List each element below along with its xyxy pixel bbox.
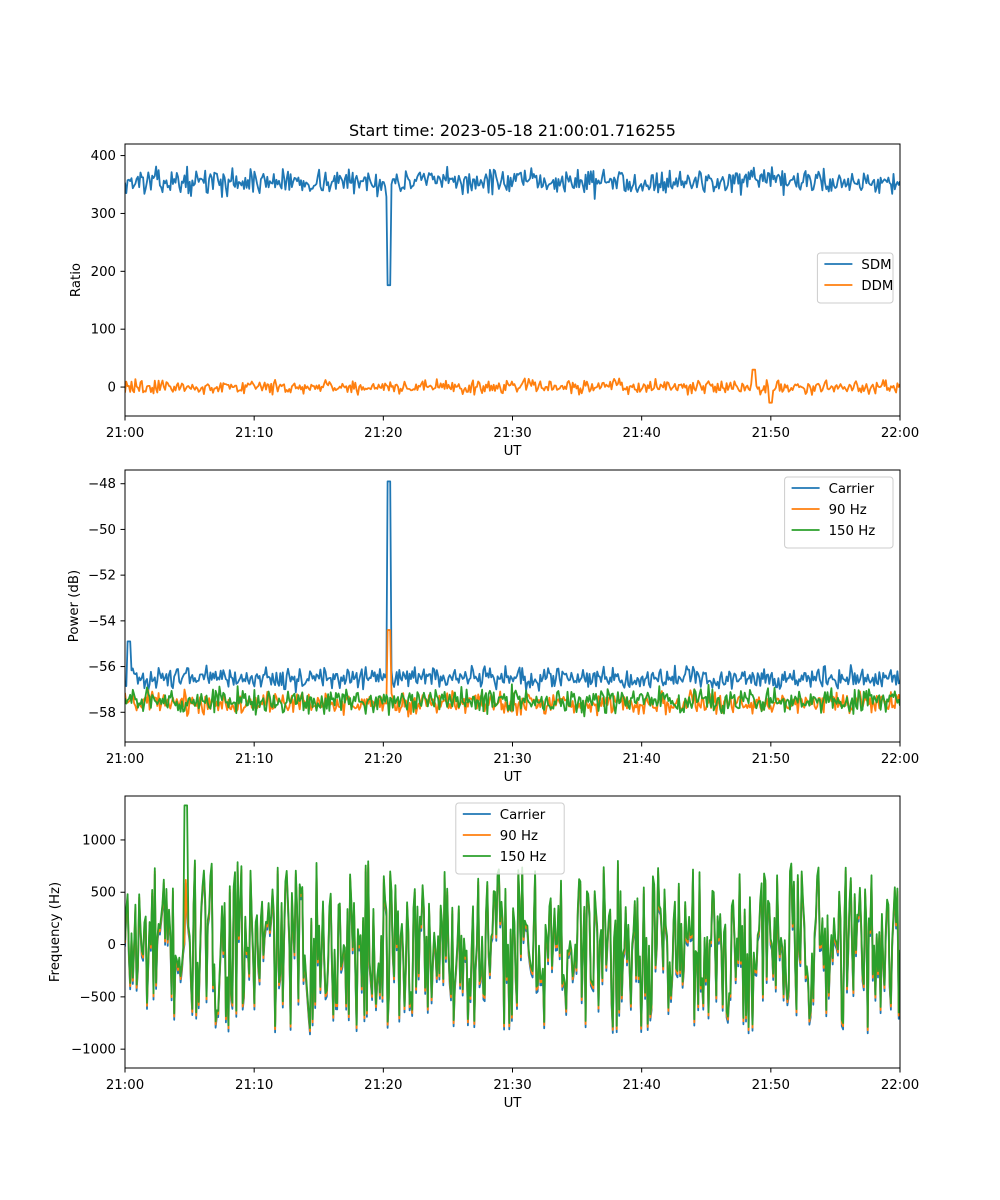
y-tick-label: 0	[108, 938, 116, 953]
legend-label: 90 Hz	[829, 503, 867, 518]
x-tick-label: 21:30	[493, 426, 531, 441]
x-tick-label: 21:40	[623, 752, 661, 767]
x-tick-label: 21:50	[752, 1078, 790, 1093]
y-tick-label: −58	[88, 706, 116, 721]
x-tick-label: 21:20	[364, 426, 402, 441]
subplots: 21:00 21:10 21:20 21:30 21:40 21:50 22:00 0 100 2…	[48, 143, 919, 1111]
y-tick-label: 500	[91, 886, 116, 901]
x-tick-label: 22:00	[881, 752, 919, 767]
subplot-2: 21:00 21:10 21:20 21:30 21:40 21:50 22:00 −58 −5…	[67, 469, 919, 785]
y-tick-label: −52	[88, 569, 116, 584]
x-tick-label: 21:00	[106, 1078, 144, 1093]
y-tick-label: 400	[91, 149, 116, 164]
legend-box	[816, 252, 894, 304]
x-tick-label: 21:10	[235, 752, 273, 767]
x-axis-label: UT	[504, 1096, 523, 1111]
y-tick-label: −56	[88, 660, 116, 675]
series-group	[125, 480, 900, 718]
legend: Carrier 90 Hz 150 Hz	[784, 476, 894, 549]
legend: SDM DDM	[816, 252, 894, 304]
y-tick-label: 200	[91, 265, 116, 280]
y-tick-label: −48	[88, 477, 116, 492]
x-tick-label: 21:30	[493, 1078, 531, 1093]
x-tick-label: 22:00	[881, 1078, 919, 1093]
y-tick-label: 100	[91, 323, 116, 338]
x-tick-label: 21:40	[623, 1078, 661, 1093]
y-tick-label: −500	[79, 990, 116, 1005]
y-tick-label: −1000	[71, 1043, 116, 1058]
legend-label: Carrier	[829, 482, 875, 497]
x-tick-label: 21:20	[364, 752, 402, 767]
legend: Carrier 90 Hz 150 Hz	[455, 802, 565, 875]
x-tick-label: 21:30	[493, 752, 531, 767]
x-tick-label: 21:20	[364, 1078, 402, 1093]
legend-label: SDM	[861, 258, 891, 273]
y-tick-label: 1000	[82, 833, 116, 848]
y-tick-label: −50	[88, 523, 116, 538]
x-tick-label: 21:50	[752, 752, 790, 767]
legend-label: 90 Hz	[500, 829, 538, 844]
x-tick-label: 21:00	[106, 752, 144, 767]
series-group	[125, 804, 900, 1036]
y-axis-label: Ratio	[69, 263, 84, 297]
legend-label: DDM	[861, 279, 893, 294]
x-tick-label: 21:10	[235, 426, 273, 441]
y-tick-label: 300	[91, 207, 116, 222]
x-tick-label: 22:00	[881, 426, 919, 441]
legend-label: 150 Hz	[829, 524, 876, 539]
legend-label: 150 Hz	[500, 850, 547, 865]
x-axis-label: UT	[504, 444, 523, 459]
series-group	[125, 165, 900, 404]
series-line-150-hz	[125, 804, 900, 1029]
figure-title: Start time: 2023-05-18 21:00:01.716255	[349, 121, 676, 140]
x-tick-label: 21:00	[106, 426, 144, 441]
legend-label: Carrier	[500, 808, 546, 823]
series-line-sdm	[125, 165, 900, 287]
series-line-ddm	[125, 368, 900, 404]
y-axis-label: Frequency (Hz)	[48, 882, 63, 982]
y-axis-label: Power (dB)	[67, 570, 82, 642]
y-tick-label: 0	[108, 381, 116, 396]
x-tick-label: 21:40	[623, 426, 661, 441]
series-line-carrier	[125, 480, 900, 694]
series-line-150-hz	[125, 683, 900, 718]
x-tick-label: 21:10	[235, 1078, 273, 1093]
x-axis-label: UT	[504, 770, 523, 785]
subplot-1: 21:00 21:10 21:20 21:30 21:40 21:50 22:00 0 100 2…	[69, 143, 919, 459]
x-tick-label: 21:50	[752, 426, 790, 441]
subplot-3: 21:00 21:10 21:20 21:30 21:40 21:50 22:00 −1000…	[48, 795, 919, 1111]
y-tick-label: −54	[88, 614, 116, 629]
